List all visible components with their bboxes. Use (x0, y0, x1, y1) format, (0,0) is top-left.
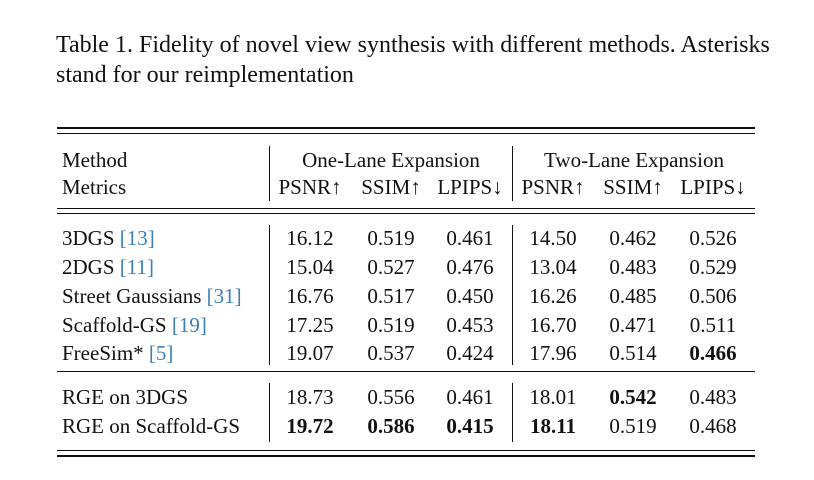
value-cell: 0.519 (367, 226, 415, 250)
group-header: One-Lane Expansion (302, 148, 480, 172)
value-cell: 17.25 (286, 313, 334, 337)
value-cell: 0.519 (609, 414, 657, 438)
method-cell: 2DGS [11] (62, 255, 154, 279)
value-cell: 0.526 (689, 226, 737, 250)
value-cell: 0.415 (446, 414, 494, 438)
caption-label: Table 1. (56, 32, 133, 58)
value-cell: 0.556 (367, 385, 415, 409)
value-cell: 0.519 (367, 313, 415, 337)
value-cell: 19.72 (286, 414, 334, 438)
method-cell: RGE on Scaffold-GS (62, 414, 240, 438)
value-cell: 14.50 (529, 226, 577, 250)
method-cell: Street Gaussians [31] (62, 284, 242, 308)
citation: [19] (171, 313, 207, 337)
value-cell: 16.12 (286, 226, 334, 250)
caption-text: Fidelity of novel view synthesis with di… (56, 32, 770, 88)
column-divider (512, 146, 514, 201)
value-cell: 18.01 (529, 385, 577, 409)
value-cell: 0.537 (367, 341, 415, 365)
method-cell: 3DGS [13] (62, 226, 155, 250)
value-cell: 17.96 (529, 341, 577, 365)
value-cell: 0.483 (689, 385, 737, 409)
citation: [13] (119, 226, 155, 250)
column-header: LPIPS↓ (680, 175, 746, 199)
header-cell: Method (62, 148, 128, 172)
method-cell: Scaffold-GS [19] (62, 313, 207, 337)
value-cell: 0.462 (609, 226, 657, 250)
method-name: 2DGS (62, 255, 115, 279)
value-cell: 0.485 (609, 284, 657, 308)
method-cell: RGE on 3DGS (62, 385, 188, 409)
value-cell: 0.586 (367, 414, 415, 438)
value-cell: 0.450 (446, 284, 494, 308)
column-divider (269, 383, 271, 442)
method-cell: FreeSim* [5] (62, 341, 173, 365)
rule (57, 127, 755, 129)
value-cell: 0.461 (446, 385, 494, 409)
value-cell: 0.511 (689, 313, 737, 337)
value-cell: 16.76 (286, 284, 334, 308)
value-cell: 0.471 (609, 313, 657, 337)
column-header: SSIM↑ (361, 175, 421, 199)
citation: [5] (148, 341, 174, 365)
value-cell: 0.514 (609, 341, 657, 365)
value-cell: 0.529 (689, 255, 737, 279)
citation: [11] (119, 255, 154, 279)
value-cell: 0.527 (367, 255, 415, 279)
value-cell: 0.466 (689, 341, 737, 365)
value-cell: 0.517 (367, 284, 415, 308)
column-header: PSNR↑ (521, 175, 585, 199)
method-name: RGE on Scaffold-GS (62, 414, 241, 438)
method-name: Street Gaussians (62, 284, 202, 308)
column-divider (269, 146, 271, 201)
value-cell: 13.04 (529, 255, 577, 279)
rule (57, 133, 755, 135)
value-cell: 0.468 (689, 414, 737, 438)
citation: [31] (206, 284, 242, 308)
value-cell: 19.07 (286, 341, 334, 365)
value-cell: 18.73 (286, 385, 334, 409)
rule (57, 371, 755, 373)
header-cell: Metrics (62, 175, 127, 199)
rule (57, 213, 755, 215)
value-cell: 0.476 (446, 255, 494, 279)
value-cell: 0.483 (609, 255, 657, 279)
column-header: PSNR↑ (278, 175, 342, 199)
value-cell: 0.461 (446, 226, 494, 250)
value-cell: 16.26 (529, 284, 577, 308)
method-name: FreeSim* (62, 341, 144, 365)
value-cell: 15.04 (286, 255, 334, 279)
column-divider (269, 225, 271, 365)
method-name: Scaffold-GS (62, 313, 167, 337)
value-cell: 0.424 (446, 341, 494, 365)
value-cell: 16.70 (529, 313, 577, 337)
column-divider (512, 225, 514, 365)
rule (57, 450, 755, 452)
value-cell: 18.11 (529, 414, 577, 438)
rule (57, 208, 755, 210)
value-cell: 0.453 (446, 313, 494, 337)
column-divider (512, 383, 514, 442)
method-name: 3DGS (62, 226, 115, 250)
rule (57, 455, 755, 457)
column-header: LPIPS↓ (437, 175, 503, 199)
value-cell: 0.542 (609, 385, 657, 409)
caption: Table 1. Fidelity of novel view synthesi… (56, 30, 776, 90)
group-header: Two-Lane Expansion (544, 148, 724, 172)
column-header: SSIM↑ (603, 175, 663, 199)
value-cell: 0.506 (689, 284, 737, 308)
method-name: RGE on 3DGS (62, 385, 189, 409)
